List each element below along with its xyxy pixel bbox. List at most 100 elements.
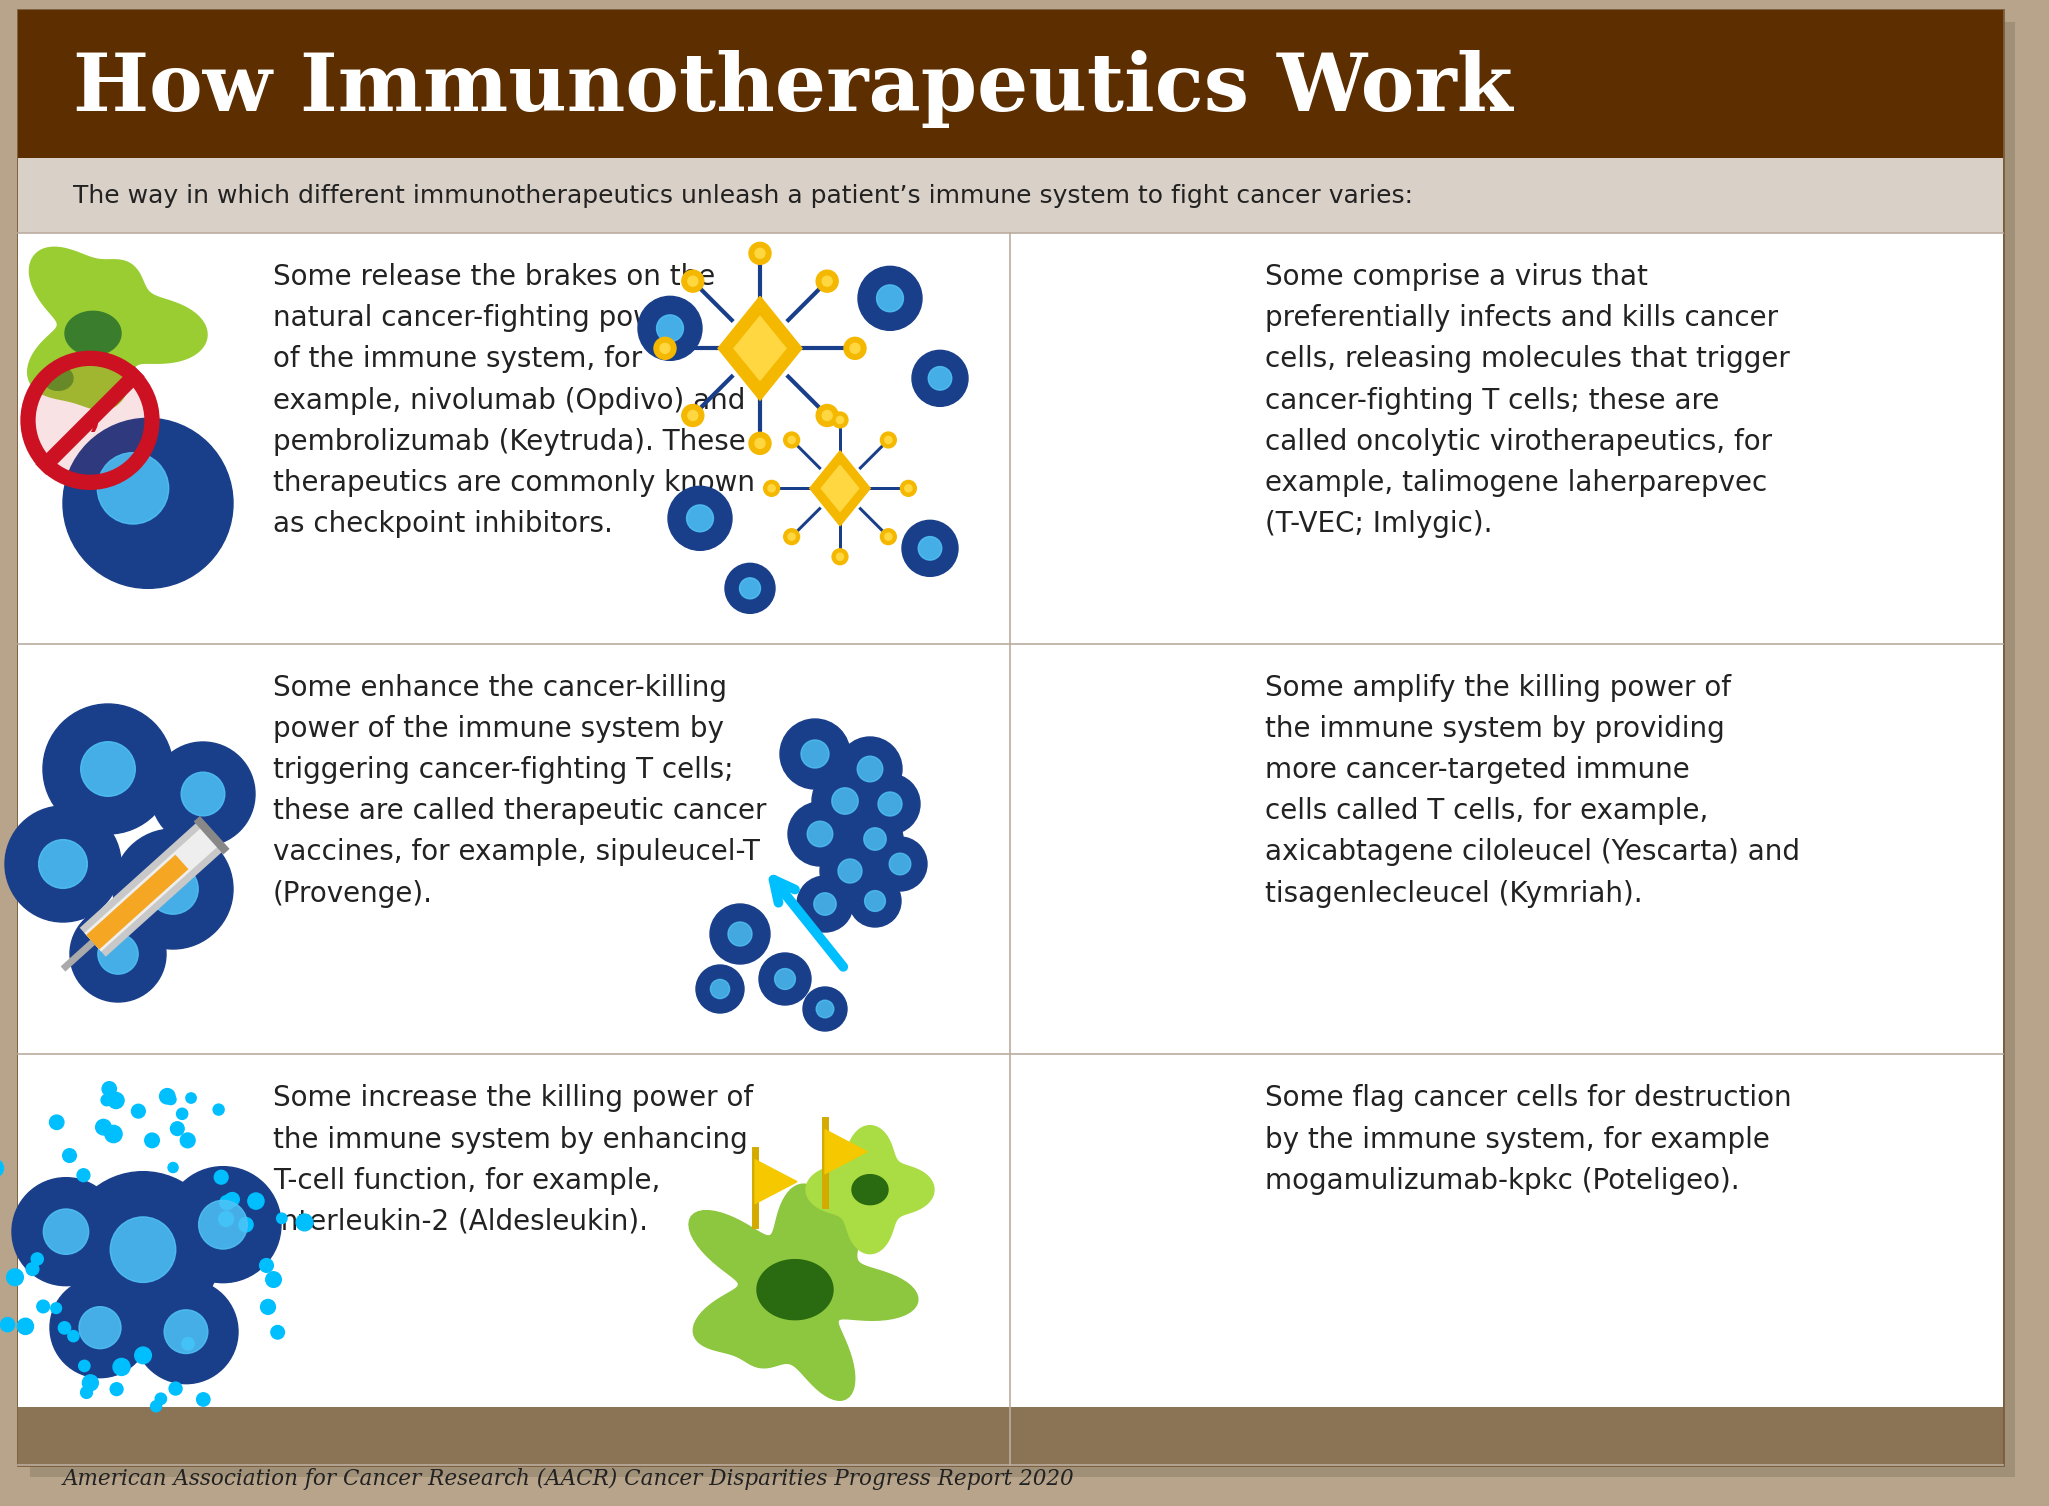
- Circle shape: [656, 315, 684, 342]
- Circle shape: [166, 1095, 176, 1104]
- Circle shape: [98, 934, 137, 974]
- Circle shape: [688, 411, 699, 420]
- Circle shape: [225, 1193, 240, 1206]
- Circle shape: [846, 812, 904, 867]
- Circle shape: [43, 1209, 88, 1254]
- Circle shape: [816, 1000, 834, 1018]
- Circle shape: [49, 1114, 64, 1130]
- Circle shape: [248, 1193, 264, 1209]
- Circle shape: [758, 953, 811, 1005]
- Polygon shape: [754, 1160, 797, 1203]
- Circle shape: [168, 1163, 178, 1173]
- Circle shape: [176, 1108, 189, 1119]
- Circle shape: [277, 1214, 287, 1223]
- Circle shape: [213, 1104, 223, 1114]
- Circle shape: [873, 837, 926, 892]
- Circle shape: [775, 968, 795, 989]
- Circle shape: [740, 578, 760, 599]
- Circle shape: [0, 1160, 4, 1178]
- Circle shape: [637, 297, 703, 360]
- Circle shape: [166, 1167, 281, 1283]
- Circle shape: [180, 773, 225, 816]
- Circle shape: [37, 1300, 49, 1313]
- Text: Some flag cancer cells for destruction
by the immune system, for example
mogamul: Some flag cancer cells for destruction b…: [1264, 1084, 1791, 1194]
- Circle shape: [78, 1360, 90, 1372]
- Polygon shape: [852, 1175, 887, 1205]
- Polygon shape: [43, 366, 74, 390]
- FancyBboxPatch shape: [31, 23, 2014, 1477]
- FancyBboxPatch shape: [1010, 233, 2004, 643]
- Circle shape: [29, 358, 152, 482]
- Circle shape: [219, 1212, 234, 1226]
- Circle shape: [754, 438, 764, 449]
- Circle shape: [789, 533, 795, 541]
- Circle shape: [813, 893, 836, 916]
- Text: Some increase the killing power of
the immune system by enhancing
T-cell functio: Some increase the killing power of the i…: [273, 1084, 754, 1236]
- Text: Some enhance the cancer-killing
power of the immune system by
triggering cancer-: Some enhance the cancer-killing power of…: [273, 673, 766, 908]
- Circle shape: [4, 806, 121, 922]
- FancyBboxPatch shape: [18, 11, 2004, 158]
- Circle shape: [51, 1303, 61, 1313]
- Circle shape: [902, 521, 959, 577]
- Text: American Association for Cancer Research (AACR) Cancer Disparities Progress Repo: American Association for Cancer Research…: [64, 1468, 1074, 1489]
- Circle shape: [844, 337, 867, 360]
- Circle shape: [170, 1122, 184, 1136]
- Circle shape: [682, 405, 703, 426]
- Circle shape: [182, 1337, 195, 1349]
- Text: Some comprise a virus that
preferentially infects and kills cancer
cells, releas: Some comprise a virus that preferentiall…: [1264, 264, 1791, 538]
- Circle shape: [768, 485, 775, 492]
- Circle shape: [686, 505, 713, 532]
- Circle shape: [297, 1214, 313, 1230]
- Circle shape: [856, 756, 883, 782]
- Circle shape: [850, 343, 861, 354]
- Circle shape: [260, 1300, 275, 1315]
- Circle shape: [836, 553, 844, 560]
- Circle shape: [43, 703, 172, 834]
- Circle shape: [225, 1193, 238, 1206]
- Polygon shape: [734, 316, 787, 381]
- Polygon shape: [717, 297, 801, 401]
- Circle shape: [711, 979, 729, 998]
- Circle shape: [68, 1330, 80, 1342]
- Circle shape: [912, 351, 967, 407]
- Circle shape: [881, 529, 895, 545]
- Circle shape: [750, 432, 770, 455]
- Polygon shape: [756, 1259, 834, 1319]
- Text: The way in which different immunotherapeutics unleash a patient’s immune system : The way in which different immunotherape…: [74, 184, 1414, 208]
- Circle shape: [111, 1217, 176, 1283]
- Circle shape: [836, 416, 844, 423]
- Circle shape: [100, 1095, 113, 1105]
- Circle shape: [199, 1200, 248, 1248]
- Circle shape: [832, 548, 848, 565]
- Circle shape: [725, 563, 775, 613]
- Circle shape: [156, 1393, 166, 1405]
- Circle shape: [80, 1387, 92, 1399]
- Circle shape: [820, 840, 879, 901]
- Circle shape: [270, 1325, 285, 1339]
- Circle shape: [180, 1133, 195, 1148]
- Circle shape: [848, 875, 902, 928]
- Circle shape: [822, 276, 832, 286]
- Circle shape: [803, 986, 846, 1032]
- Circle shape: [131, 1104, 145, 1117]
- Circle shape: [66, 1172, 221, 1328]
- Polygon shape: [826, 1130, 867, 1173]
- Circle shape: [64, 419, 234, 589]
- Circle shape: [219, 1196, 234, 1209]
- Circle shape: [96, 1119, 111, 1136]
- Text: How Immunotherapeutics Work: How Immunotherapeutics Work: [74, 50, 1512, 128]
- Circle shape: [928, 366, 951, 390]
- Circle shape: [152, 742, 254, 846]
- Circle shape: [900, 480, 916, 497]
- Circle shape: [49, 1277, 150, 1378]
- Circle shape: [783, 529, 799, 545]
- FancyBboxPatch shape: [18, 643, 1010, 1054]
- Circle shape: [70, 907, 166, 1001]
- Circle shape: [133, 1280, 238, 1384]
- Circle shape: [109, 1092, 125, 1108]
- Circle shape: [57, 1322, 70, 1334]
- Circle shape: [260, 1259, 273, 1273]
- FancyBboxPatch shape: [18, 11, 2004, 1465]
- Circle shape: [688, 276, 699, 286]
- Circle shape: [906, 485, 912, 492]
